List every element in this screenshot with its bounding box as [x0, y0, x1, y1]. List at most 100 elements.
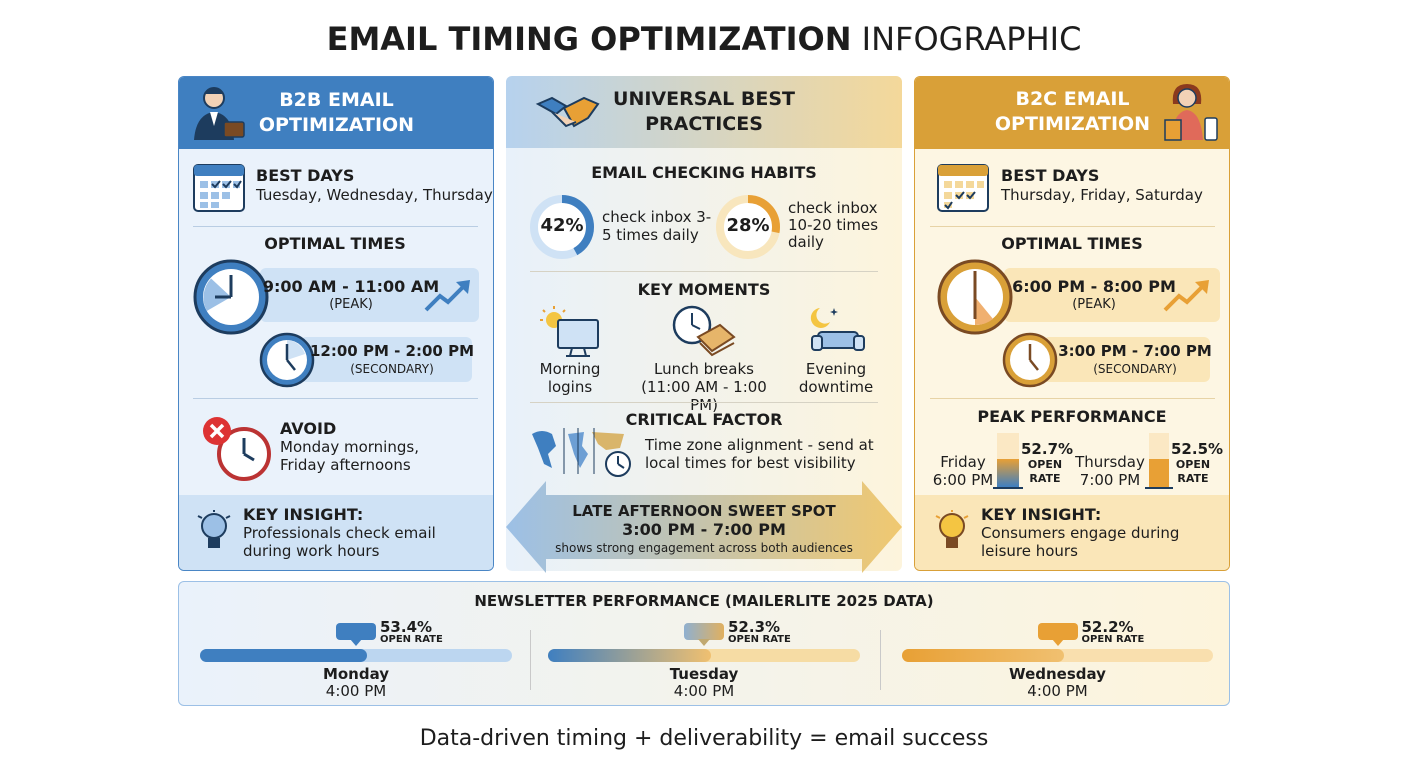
newsletter-time: 4:00 PM [673, 682, 735, 700]
clock-icon [937, 259, 1013, 335]
icon-part [211, 202, 219, 208]
newsletter-day: Monday [322, 665, 390, 683]
donut-arc [530, 195, 594, 259]
sweet-spot-heading: LATE AFTERNOON SWEET SPOT [572, 502, 836, 520]
moments-heading: KEY MOMENTS [637, 280, 771, 299]
newsletter-time: 4:00 PM [325, 682, 387, 700]
icon-part [946, 538, 958, 548]
rate-bar [997, 458, 1019, 487]
icon-part [1204, 117, 1218, 141]
peak-pill [260, 268, 479, 322]
habit-text: check inbox 10-20 times daily [788, 199, 879, 251]
newsletter-day: Wednesday [1009, 665, 1106, 683]
open-rate-caption: OPEN RATE [380, 634, 443, 645]
secondary-pill [1043, 337, 1210, 382]
b2c-insight-text: Consumers engage during leisure hours [981, 524, 1180, 560]
icon-part [456, 280, 470, 294]
universal-heading: UNIVERSAL BEST PRACTICES [613, 88, 795, 135]
trend-arrow-icon [424, 280, 470, 312]
icon-part [204, 88, 224, 94]
icon-part [696, 323, 736, 353]
b2c-heading: B2C EMAIL OPTIMIZATION [994, 88, 1151, 135]
bar-base [1145, 487, 1173, 489]
calendar-icon [193, 164, 245, 212]
title: EMAIL TIMING OPTIMIZATION INFOGRAPHIC [327, 20, 1082, 58]
b2b-optimal-heading: OPTIMAL TIMES [264, 234, 406, 253]
icon-part [944, 191, 976, 210]
rate-bar [902, 649, 1065, 662]
icon-part [1028, 344, 1039, 371]
clock-icon [1002, 332, 1058, 388]
open-rate-caption: OPEN RATE [1081, 634, 1145, 645]
separator [880, 630, 881, 690]
icon-part [223, 121, 245, 138]
habit-share: 28% [726, 215, 770, 236]
icon-part [939, 513, 965, 539]
icon-part [977, 181, 984, 188]
peak-day: Thursday [1075, 453, 1145, 471]
icon-part [197, 510, 231, 519]
handshake-icon [535, 96, 600, 128]
icon-part [853, 335, 865, 351]
calendar-icon [937, 164, 989, 212]
avoid-text: Monday mornings, Friday afternoons [280, 438, 419, 474]
b2c-optimal-heading: OPTIMAL TIMES [1001, 234, 1143, 253]
peak-time: 7:00 PM [1079, 471, 1141, 489]
marker-bubble [684, 623, 724, 640]
b2b-insight-label: KEY INSIGHT: [243, 505, 364, 524]
b2c-peak-time: 6:00 PM - 8:00 PM [1012, 277, 1176, 296]
icon-part [208, 538, 220, 548]
divider [193, 398, 478, 399]
icon-part [944, 202, 952, 208]
lunch-icon [672, 305, 736, 357]
icon-part [222, 192, 230, 199]
icon-part [966, 181, 974, 188]
icon-part [566, 347, 590, 357]
icon-part [424, 282, 468, 312]
icon-part [203, 278, 231, 311]
icon-part [215, 275, 233, 299]
b2c-insight-label: KEY INSIGHT: [981, 505, 1102, 524]
b2b-secondary-note: (SECONDARY) [350, 362, 434, 376]
b2c-peak-note: (PEAK) [1072, 297, 1116, 312]
bulb-icon [197, 510, 231, 548]
icon-part [811, 335, 823, 351]
icon-part [285, 344, 296, 371]
b2b-insight-text: Professionals check email during work ho… [243, 524, 436, 560]
bulb-icon [935, 510, 969, 548]
b2b-heading: B2B EMAIL OPTIMIZATION [258, 89, 415, 136]
critical-text: Time zone alignment - send at local time… [645, 436, 874, 472]
icon-part [506, 481, 902, 573]
b2c-secondary-note: (SECONDARY) [1093, 362, 1177, 376]
icon-part [209, 423, 225, 439]
icon-part [557, 319, 599, 349]
peak-time: 6:00 PM [932, 471, 994, 489]
rate-track [997, 433, 1019, 487]
bar-base [993, 487, 1023, 489]
icon-part [242, 438, 255, 462]
open-rate-caption: OPEN RATE [728, 634, 791, 645]
b2b-insight-bg [179, 495, 493, 570]
donut-chart [716, 195, 780, 259]
sweet-spot-text: shows strong engagement across both audi… [555, 541, 853, 555]
icon-part [535, 96, 568, 116]
b2b-best-days-text: Tuesday, Wednesday, Thursday [256, 186, 493, 204]
habit-share: 42% [540, 215, 584, 236]
icon-part [699, 342, 735, 357]
divider [930, 398, 1215, 399]
b2c-secondary-time: 3:00 PM - 7:00 PM [1058, 342, 1212, 360]
b2b-secondary-time: 12:00 PM - 2:00 PM [309, 342, 475, 360]
sweet-spot-arrow [506, 481, 902, 573]
icon-part [562, 96, 600, 128]
peak-performance-heading: PEAK PERFORMANCE [977, 407, 1167, 426]
rate-track [200, 649, 512, 662]
icon-part [617, 456, 625, 469]
open-rate: 52.3% [728, 618, 781, 636]
icon-part [200, 192, 208, 199]
habits-heading: EMAIL CHECKING HABITS [591, 163, 817, 182]
b2c-insight-bg [915, 495, 1229, 570]
newsletter-day: Tuesday [669, 665, 739, 683]
clock-icon [193, 259, 269, 335]
peak-caption: OPEN RATE [1027, 458, 1063, 485]
